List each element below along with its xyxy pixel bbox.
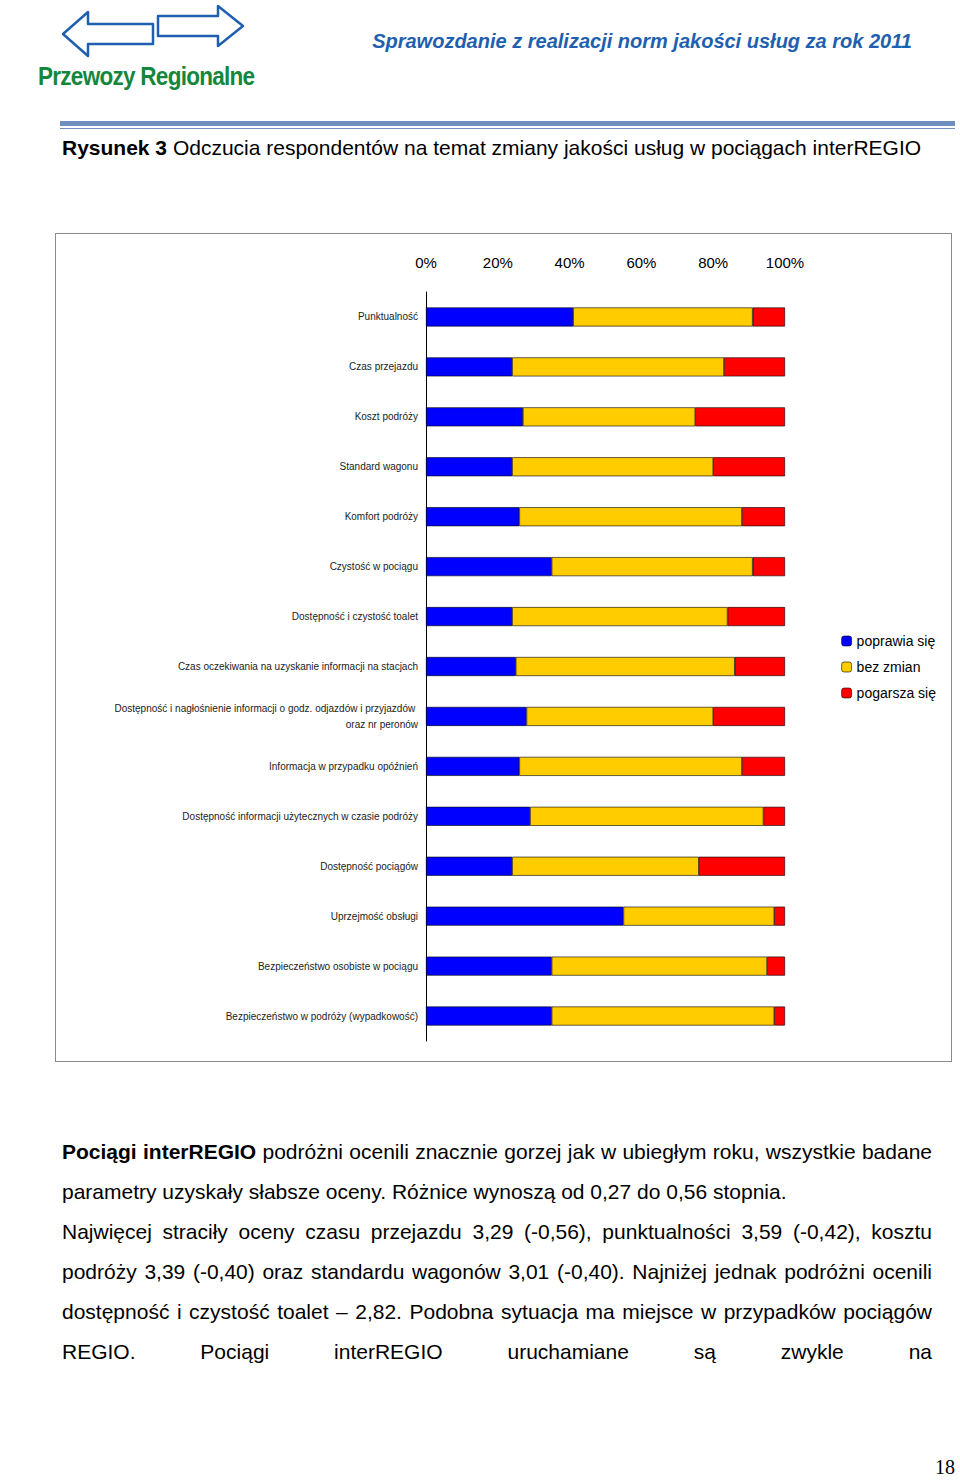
svg-text:20%: 20% [483, 254, 513, 271]
svg-text:Koszt podróży: Koszt podróży [355, 411, 418, 422]
svg-text:100%: 100% [766, 254, 804, 271]
svg-text:0%: 0% [415, 254, 437, 271]
svg-text:Czystość w pociągu: Czystość w pociągu [330, 561, 418, 572]
svg-text:40%: 40% [555, 254, 585, 271]
html-text:18: 18 [935, 1456, 955, 1478]
svg-text:Dostępność i nagłośnienie info: Dostępność i nagłośnienie informacji o g… [115, 703, 419, 714]
svg-text:Dostępność i czystość toalet: Dostępność i czystość toalet [292, 611, 418, 622]
svg-text:80%: 80% [698, 254, 728, 271]
svg-text:Czas przejazdu: Czas przejazdu [349, 361, 418, 372]
svg-text:Standard wagonu: Standard wagonu [340, 461, 418, 472]
svg-text:60%: 60% [626, 254, 656, 271]
html-text:Pociągi interREGIO podróżni oc: Pociągi interREGIO podróżni ocenili znac… [62, 1140, 932, 1203]
svg-text:Czas oczekiwania na uzyskanie: Czas oczekiwania na uzyskanie informacji… [178, 661, 418, 672]
svg-text:Dostępność informacji użyteczn: Dostępność informacji użytecznych w czas… [182, 811, 418, 822]
svg-text:bez zmian: bez zmian [857, 659, 921, 675]
html-text:Przewozy Regionalne: Przewozy Regionalne [38, 62, 255, 90]
html-text:Sprawozdanie z realizacji norm: Sprawozdanie z realizacji norm jakości u… [372, 30, 912, 52]
svg-text:Punktualność: Punktualność [358, 311, 418, 322]
svg-text:Komfort podróży: Komfort podróży [345, 511, 418, 522]
svg-text:oraz nr peronów: oraz nr peronów [346, 719, 419, 730]
html-text:Rysunek 3 Odczucia respondentó: Rysunek 3 Odczucia respondentów na temat… [62, 136, 922, 159]
svg-text:Informacja w przypadku opóźnie: Informacja w przypadku opóźnień [269, 761, 418, 772]
svg-text:poprawia się: poprawia się [857, 633, 936, 649]
svg-text:Dostępność pociągów: Dostępność pociągów [320, 861, 419, 872]
svg-text:Bezpieczeństwo osobiste w poci: Bezpieczeństwo osobiste w pociągu [258, 961, 418, 972]
svg-text:pogarsza się: pogarsza się [857, 685, 937, 701]
html-text:Najwięcej straciły oceny czasu: Najwięcej straciły oceny czasu przejazdu… [62, 1220, 932, 1363]
svg-text:Uprzejmość obsługi: Uprzejmość obsługi [331, 911, 418, 922]
svg-text:Bezpieczeństwo w podróży (wypa: Bezpieczeństwo w podróży (wypadkowość) [226, 1011, 418, 1022]
